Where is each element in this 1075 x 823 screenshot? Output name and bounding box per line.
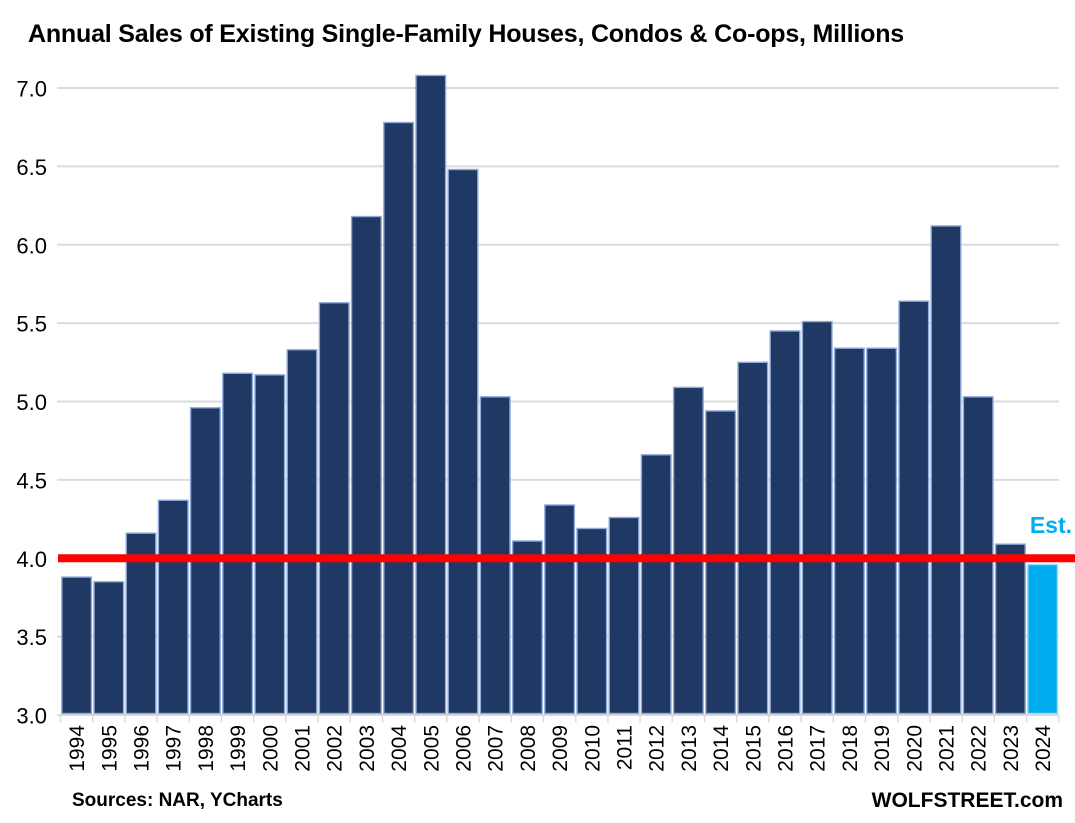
bar-2008	[511, 540, 543, 715]
bar-2013	[672, 386, 704, 715]
y-tick-label-3.0: 3.0	[16, 704, 47, 729]
x-tick-label-2016: 2016	[775, 725, 798, 772]
x-tick-label-2007: 2007	[485, 725, 508, 772]
x-tick-label-1995: 1995	[98, 725, 121, 772]
bar-2004	[383, 121, 415, 715]
x-tick-label-2011: 2011	[614, 725, 637, 770]
x-tick-label-1994: 1994	[66, 725, 89, 772]
bar-2011	[608, 516, 640, 715]
x-tick-label-2015: 2015	[742, 725, 765, 772]
x-tick-label-2009: 2009	[549, 725, 572, 772]
x-tick-label-1998: 1998	[195, 725, 218, 772]
x-tick-label-2002: 2002	[324, 725, 347, 772]
estimate-label: Est.	[1029, 512, 1072, 538]
bar-2001	[286, 349, 318, 715]
bar-2018	[833, 347, 865, 715]
x-tick-label-2024: 2024	[1032, 725, 1055, 772]
x-tick-label-2018: 2018	[839, 725, 862, 772]
bar-2003	[350, 215, 382, 715]
x-tick-label-2022: 2022	[968, 725, 991, 772]
bar-1996	[125, 532, 157, 715]
x-tick-label-1999: 1999	[227, 725, 250, 772]
bar-1999	[222, 372, 254, 715]
x-tick-label-2005: 2005	[420, 725, 443, 772]
x-tick-label-2003: 2003	[356, 725, 379, 772]
x-tick-label-2013: 2013	[678, 725, 701, 772]
x-tick-label-2023: 2023	[1000, 725, 1023, 772]
x-tick-label-2008: 2008	[517, 725, 540, 772]
bar-2021	[930, 225, 962, 715]
bar-2000	[254, 374, 286, 715]
bar-2012	[640, 454, 672, 715]
bar-2024-estimate	[1027, 563, 1059, 715]
bar-2006	[447, 168, 479, 715]
bar-2017	[801, 320, 833, 715]
x-tick-label-2014: 2014	[710, 725, 733, 772]
y-tick-label-6.0: 6.0	[16, 233, 47, 258]
x-tick-label-2004: 2004	[388, 725, 411, 772]
y-tick-label-5.5: 5.5	[16, 312, 47, 337]
x-tick-label-2017: 2017	[807, 725, 830, 772]
x-tick-label-1996: 1996	[131, 725, 154, 772]
chart-title: Annual Sales of Existing Single-Family H…	[28, 20, 904, 48]
x-tick-label-2012: 2012	[646, 725, 669, 772]
bar-2019	[866, 347, 898, 715]
y-tick-label-4.5: 4.5	[16, 468, 47, 493]
bar-1997	[157, 499, 189, 715]
bar-2015	[737, 361, 769, 715]
x-tick-label-2021: 2021	[936, 725, 959, 772]
y-tick-label-7.0: 7.0	[16, 77, 47, 102]
sources-note: Sources: NAR, YCharts	[72, 790, 283, 811]
x-tick-label-2000: 2000	[259, 725, 282, 772]
bar-2020	[898, 300, 930, 715]
site-watermark: WOLFSTREET.com	[871, 789, 1063, 812]
bar-1994	[61, 576, 93, 715]
bar-2009	[544, 504, 576, 715]
bar-2023	[994, 543, 1026, 715]
y-tick-label-5.0: 5.0	[16, 390, 47, 415]
bar-2005	[415, 74, 447, 715]
x-tick-label-2006: 2006	[453, 725, 476, 772]
y-tick-label-3.5: 3.5	[16, 625, 47, 650]
x-tick-label-2020: 2020	[903, 725, 926, 772]
x-tick-label-2001: 2001	[292, 725, 315, 772]
bar-2016	[769, 330, 801, 715]
bar-2002	[318, 302, 350, 715]
x-tick-label-1997: 1997	[163, 725, 186, 772]
y-tick-label-6.5: 6.5	[16, 155, 47, 180]
x-tick-label-2019: 2019	[871, 725, 894, 772]
x-tick-label-2010: 2010	[581, 725, 604, 772]
y-tick-label-4.0: 4.0	[16, 547, 47, 572]
bar-1995	[93, 581, 125, 715]
